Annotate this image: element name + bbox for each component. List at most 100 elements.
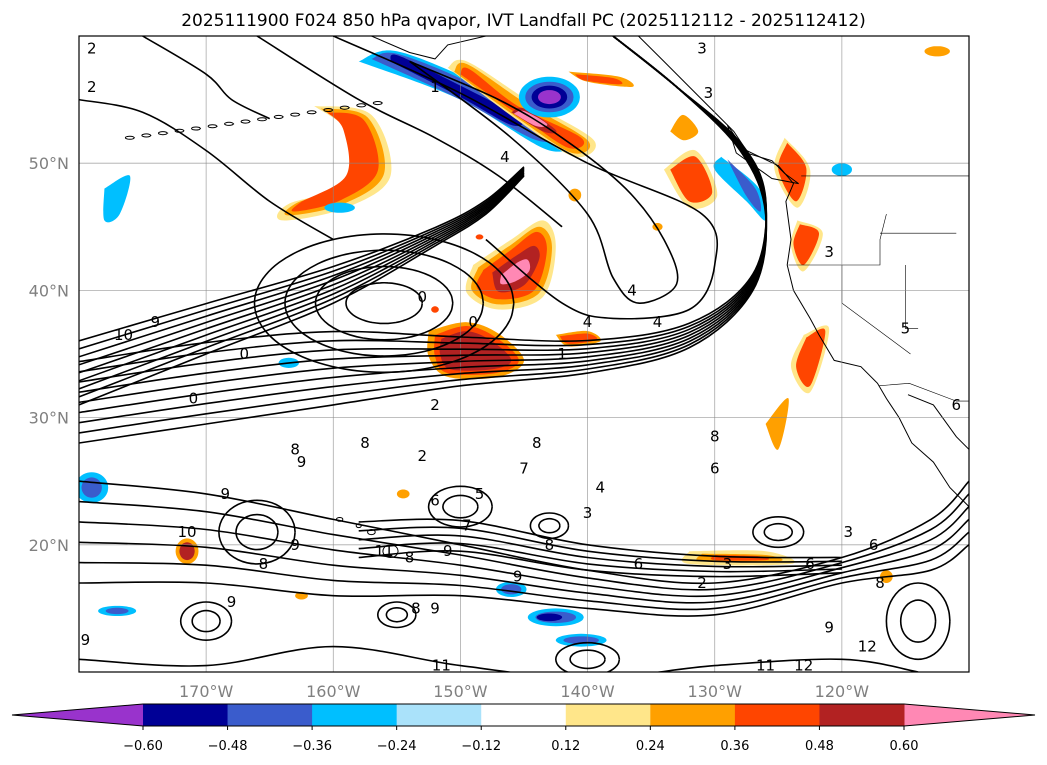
- ivt-shaded-region: [396, 489, 410, 499]
- x-tick-label: 130°W: [688, 682, 743, 701]
- colorbar-segment: [650, 704, 736, 726]
- island-outline: [257, 117, 268, 122]
- island-outline: [306, 110, 317, 115]
- contour-label: 10: [667, 669, 686, 687]
- ivt-shaded-region: [475, 234, 484, 240]
- ivt-shaded-region: [500, 259, 531, 285]
- qvapor-contour: [554, 641, 621, 672]
- contour-label: 10: [114, 326, 133, 344]
- colorbar-segment: [819, 704, 905, 726]
- contour-label: 11: [432, 657, 451, 675]
- contour-label: 6: [869, 536, 879, 554]
- contour-label: 0: [418, 288, 428, 306]
- political-border: [905, 265, 919, 329]
- contour-label: 4: [653, 313, 663, 331]
- y-tick-label: 30°N: [29, 409, 69, 428]
- ivt-shaded-region: [105, 607, 129, 615]
- contour-label: 12: [794, 657, 813, 675]
- ivt-shaded-region: [568, 188, 582, 202]
- colorbar-segment: [143, 704, 229, 726]
- contour-label: 6: [710, 459, 720, 477]
- ivt-shaded-region: [924, 46, 950, 57]
- island-outline: [240, 119, 251, 124]
- contour-label: 8: [545, 536, 555, 554]
- qvapor-contour: [79, 166, 525, 342]
- qvapor-contour: [345, 281, 424, 325]
- contour-label: 8: [290, 440, 300, 458]
- island-outline: [207, 124, 218, 129]
- island-outline: [124, 135, 136, 140]
- x-tick-label: 160°W: [306, 682, 361, 701]
- qvapor-contour: [358, 534, 842, 568]
- contour-label: 2: [87, 78, 97, 96]
- contour-label: 9: [824, 618, 834, 636]
- qvapor-contour: [218, 499, 296, 565]
- coastline: [907, 394, 969, 450]
- contour-label: 9: [430, 599, 440, 617]
- qvapor-contour: [79, 98, 334, 241]
- contour-label: 9: [297, 453, 307, 471]
- contour-label: 8: [875, 574, 885, 592]
- contour-label: 0: [189, 390, 199, 408]
- contour-label: 8: [405, 549, 415, 567]
- qvapor-contour: [763, 522, 794, 542]
- ivt-shaded-region: [727, 159, 762, 212]
- colorbar-segment: [227, 704, 313, 726]
- contour-label: 1: [557, 345, 567, 363]
- contour-label: 10: [178, 523, 197, 541]
- qvapor-contour: [79, 531, 969, 611]
- ivt-shaded-region: [796, 328, 826, 388]
- qvapor-contour: [79, 173, 525, 390]
- colorbar-tick-label: 0.36: [720, 739, 749, 754]
- ivt-shaded-region: [765, 398, 789, 450]
- y-tick-label: 20°N: [29, 536, 69, 555]
- colorbar-segment: [565, 704, 651, 726]
- contour-label: 4: [500, 148, 510, 166]
- island-outline: [224, 121, 235, 126]
- contour-label: 8: [259, 555, 269, 573]
- qvapor-contour: [529, 512, 570, 540]
- political-border: [878, 382, 969, 402]
- contour-label: 9: [151, 313, 161, 331]
- contour-label: 3: [704, 84, 714, 102]
- contour-label: 5: [475, 485, 485, 503]
- island-outline: [273, 114, 285, 120]
- y-axis-ticks: 50°N 40°N 30°N 20°N: [29, 154, 69, 555]
- qvapor-contour: [885, 582, 951, 661]
- island-outline: [157, 131, 169, 136]
- qvapor-contour: [569, 649, 606, 670]
- contour-label: 2: [87, 40, 97, 58]
- qvapor-contour: [256, 36, 563, 228]
- contour-label: 7: [462, 517, 472, 535]
- colorbar: −0.60 −0.48 −0.36 −0.24 −0.12 0.12 0.24 0.36 0.4…: [11, 703, 1036, 754]
- qvapor-contour: [79, 544, 969, 617]
- y-tick-label: 40°N: [29, 281, 69, 300]
- qvapor-contour: [284, 249, 485, 357]
- contour-label: 3: [723, 555, 733, 573]
- qvapor-contour: [385, 606, 409, 623]
- contour-label: 8: [360, 434, 370, 452]
- y-tick-label: 50°N: [29, 154, 69, 173]
- contour-label: 8: [532, 434, 542, 452]
- ivt-shading-layer: [79, 46, 950, 647]
- qvapor-contour: [332, 36, 718, 320]
- contour-label: 9: [290, 536, 300, 554]
- ivt-shaded-region: [538, 90, 561, 105]
- x-tick-label: 140°W: [560, 682, 615, 701]
- colorbar-over-extension: [904, 704, 1035, 726]
- qvapor-contour: [79, 170, 525, 374]
- qvapor-contour: [358, 518, 842, 559]
- contour-label: 3: [697, 40, 707, 58]
- colorbar-tick-label: −0.48: [208, 739, 248, 754]
- contour-label: 7: [519, 459, 529, 477]
- ivt-shaded-region: [670, 156, 713, 203]
- colorbar-tick-label: −0.60: [123, 739, 163, 754]
- colorbar-segment: [396, 704, 482, 726]
- colorbar-tick-label: 0.12: [551, 739, 580, 754]
- ivt-shaded-region: [536, 613, 563, 622]
- colorbar-tick-label: −0.24: [377, 739, 417, 754]
- contour-label: 11: [375, 542, 394, 560]
- qvapor-contour: [409, 60, 679, 304]
- contour-label: 6: [634, 555, 644, 573]
